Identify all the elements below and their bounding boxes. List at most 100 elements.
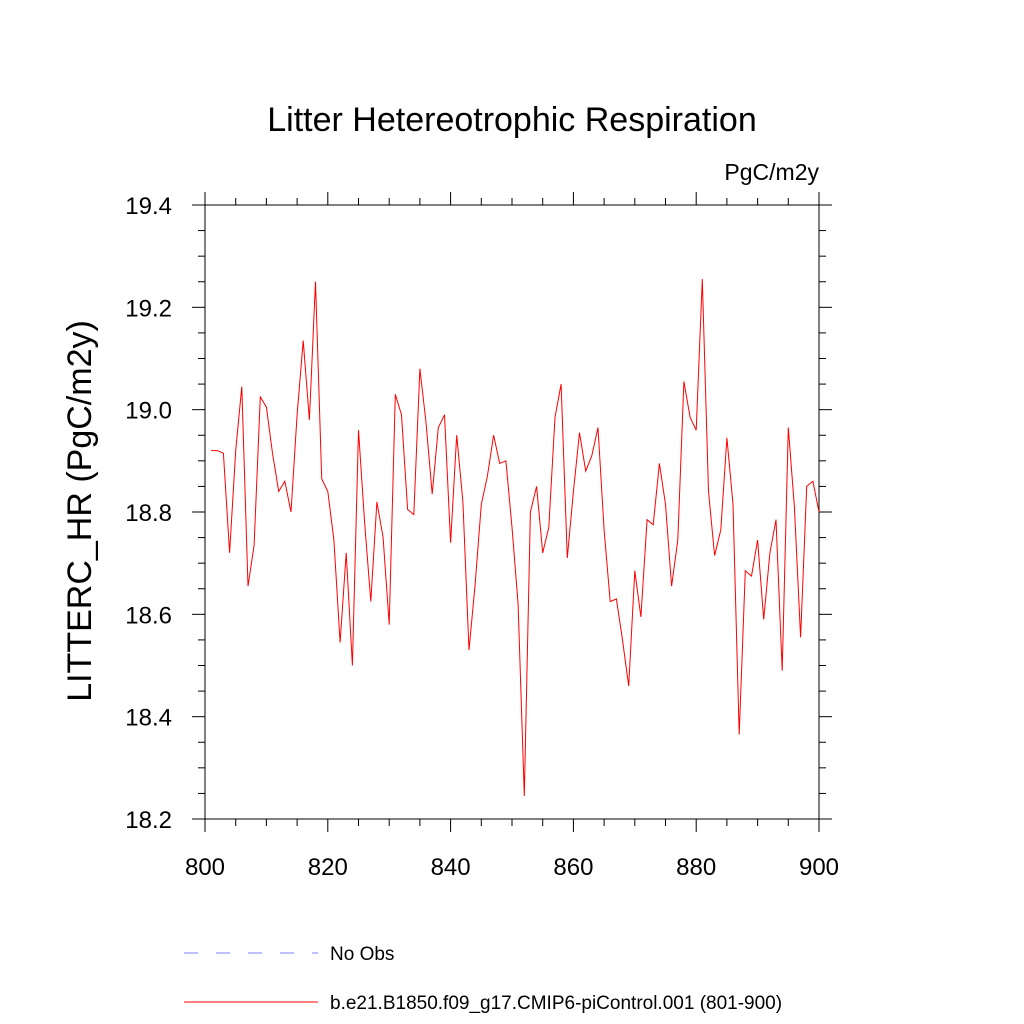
series-line [211,279,820,797]
x-tick-label: 800 [185,854,225,881]
data-point [757,540,758,541]
data-point [340,642,341,643]
data-point [708,491,709,492]
x-tick-label: 900 [799,854,839,881]
data-point [511,527,512,528]
data-point [616,598,617,599]
data-point [775,519,776,520]
y-tick-label: 19.2 [125,295,172,322]
y-tick-label: 18.2 [125,807,172,834]
x-tick-label: 880 [676,854,716,881]
data-point [444,414,445,415]
data-point [714,555,715,556]
data-point [487,476,488,477]
data-point [278,491,279,492]
legend-label-no-obs: No Obs [330,944,394,965]
data-point [481,504,482,505]
chart-title: Litter Hetereotrophic Respiration [267,101,756,139]
legend: No Obs b.e21.B1850.f09_g17.CMIP6-piContr… [184,944,782,1014]
data-point [315,281,316,282]
data-point [818,511,819,512]
series-layer [211,279,820,797]
data-point [493,435,494,436]
data-point [745,570,746,571]
data-point [254,545,255,546]
axis-ticks [192,192,832,832]
data-point [217,450,218,451]
data-point [284,481,285,482]
data-point [401,414,402,415]
data-point [671,586,672,587]
data-point [677,540,678,541]
data-point [266,407,267,408]
data-point [499,463,500,464]
data-point [327,491,328,492]
data-point [647,519,648,520]
data-point [812,481,813,482]
data-point [290,511,291,512]
data-point [622,639,623,640]
data-point [591,455,592,456]
data-point [346,552,347,553]
data-point [462,501,463,502]
y-tick-label: 19.0 [125,398,172,425]
data-point [726,437,727,438]
data-point [604,529,605,530]
data-point [260,396,261,397]
data-point [634,570,635,571]
data-point [554,417,555,418]
y-tick-label: 18.8 [125,500,172,527]
data-point [640,616,641,617]
data-point [597,427,598,428]
data-point [272,453,273,454]
data-point [782,670,783,671]
data-point [247,586,248,587]
data-point [352,665,353,666]
data-point [548,527,549,528]
data-point [690,417,691,418]
data-point [732,504,733,505]
data-point [407,509,408,510]
data-point [573,491,574,492]
plot-border [204,204,820,820]
data-point [769,552,770,553]
data-point [321,478,322,479]
data-point [524,795,525,796]
data-point [800,637,801,638]
data-point [383,537,384,538]
units-label: PgC/m2y [724,159,819,185]
data-point [763,619,764,620]
data-point [585,471,586,472]
y-axis-label: LITTERC_HR (PgC/m2y) [61,320,99,702]
data-point [303,340,304,341]
y-tick-label: 19.4 [125,193,172,220]
data-point [211,450,212,451]
data-point [751,575,752,576]
data-point [610,601,611,602]
data-point [450,542,451,543]
data-point [561,384,562,385]
data-point [358,430,359,431]
data-point [413,514,414,515]
data-point [659,463,660,464]
data-point [235,450,236,451]
data-point [297,414,298,415]
data-point [395,394,396,395]
data-point [241,386,242,387]
data-point [665,504,666,505]
data-point [739,734,740,735]
data-point [505,460,506,461]
data-point [702,279,703,280]
data-point [468,650,469,651]
data-point [536,486,537,487]
x-tick-label: 840 [431,854,471,881]
data-point [229,552,230,553]
data-point [518,604,519,605]
data-point [683,381,684,382]
data-point [720,529,721,530]
data-point [425,422,426,423]
data-point [376,501,377,502]
data-point [794,506,795,507]
data-point [696,430,697,431]
